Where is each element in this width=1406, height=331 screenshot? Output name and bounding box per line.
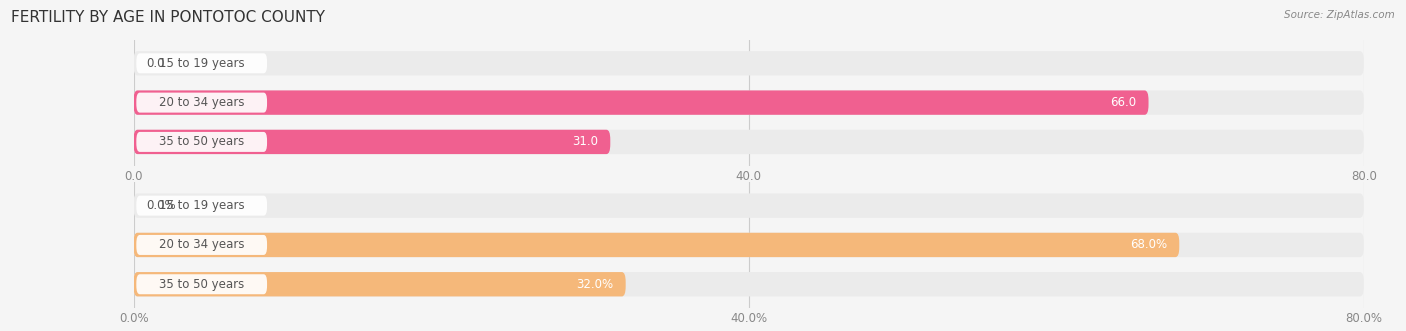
Text: 35 to 50 years: 35 to 50 years [159, 135, 245, 148]
Text: 68.0%: 68.0% [1130, 238, 1167, 252]
Text: FERTILITY BY AGE IN PONTOTOC COUNTY: FERTILITY BY AGE IN PONTOTOC COUNTY [11, 10, 325, 25]
FancyBboxPatch shape [136, 53, 267, 73]
FancyBboxPatch shape [134, 193, 1364, 218]
FancyBboxPatch shape [136, 93, 267, 113]
Text: 0.0%: 0.0% [146, 199, 176, 212]
FancyBboxPatch shape [134, 90, 1149, 115]
FancyBboxPatch shape [134, 272, 626, 297]
Text: 15 to 19 years: 15 to 19 years [159, 199, 245, 212]
Text: 0.0: 0.0 [146, 57, 165, 70]
Text: 66.0: 66.0 [1111, 96, 1136, 109]
FancyBboxPatch shape [134, 130, 1364, 154]
Text: 15 to 19 years: 15 to 19 years [159, 57, 245, 70]
Text: 20 to 34 years: 20 to 34 years [159, 238, 245, 252]
FancyBboxPatch shape [134, 90, 1364, 115]
Text: 32.0%: 32.0% [576, 278, 613, 291]
FancyBboxPatch shape [134, 51, 1364, 75]
FancyBboxPatch shape [134, 233, 1180, 257]
FancyBboxPatch shape [134, 233, 1364, 257]
FancyBboxPatch shape [136, 132, 267, 152]
FancyBboxPatch shape [136, 235, 267, 255]
Text: 31.0: 31.0 [572, 135, 598, 148]
Text: 35 to 50 years: 35 to 50 years [159, 278, 245, 291]
FancyBboxPatch shape [134, 272, 1364, 297]
FancyBboxPatch shape [134, 130, 610, 154]
Text: Source: ZipAtlas.com: Source: ZipAtlas.com [1284, 10, 1395, 20]
FancyBboxPatch shape [136, 274, 267, 294]
FancyBboxPatch shape [136, 196, 267, 215]
Text: 20 to 34 years: 20 to 34 years [159, 96, 245, 109]
